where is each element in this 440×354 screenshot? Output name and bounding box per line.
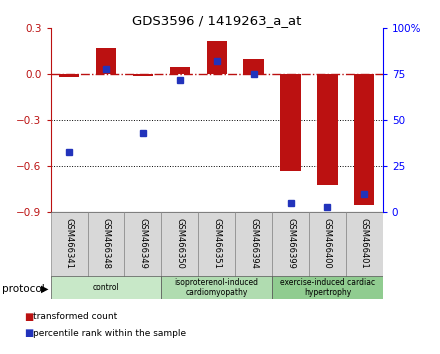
Text: GSM466348: GSM466348 [102,218,110,269]
Text: percentile rank within the sample: percentile rank within the sample [33,329,186,338]
Bar [280,74,301,171]
Bar [317,74,337,185]
Text: ■: ■ [24,312,33,322]
Text: GSM466400: GSM466400 [323,218,332,268]
Text: GSM466351: GSM466351 [212,218,221,269]
Bar [198,212,235,278]
Text: GSM466394: GSM466394 [249,218,258,269]
Bar [161,276,272,299]
Bar [272,276,383,299]
Bar [243,59,264,74]
Bar [170,67,190,74]
Text: ■: ■ [24,329,33,338]
Bar [88,212,125,278]
Bar [96,48,116,74]
Bar [235,212,272,278]
Bar [161,212,198,278]
Text: ▶: ▶ [40,284,48,294]
Title: GDS3596 / 1419263_a_at: GDS3596 / 1419263_a_at [132,14,301,27]
Text: GSM466350: GSM466350 [175,218,184,269]
Bar [206,41,227,74]
Bar [346,212,383,278]
Bar [59,74,79,78]
Text: exercise-induced cardiac
hypertrophy: exercise-induced cardiac hypertrophy [280,278,375,297]
Text: isoproterenol-induced
cardiomyopathy: isoproterenol-induced cardiomyopathy [175,278,259,297]
Bar [133,74,153,76]
Text: GSM466349: GSM466349 [138,218,147,269]
Bar [51,212,88,278]
Text: GSM466341: GSM466341 [65,218,73,269]
Bar [51,276,161,299]
Text: control: control [92,283,119,292]
Bar [309,212,346,278]
Text: GSM466401: GSM466401 [360,218,369,268]
Text: GSM466399: GSM466399 [286,218,295,269]
Bar [125,212,161,278]
Bar [272,212,309,278]
Text: protocol: protocol [2,284,45,294]
Text: transformed count: transformed count [33,312,117,321]
Bar [354,74,374,205]
